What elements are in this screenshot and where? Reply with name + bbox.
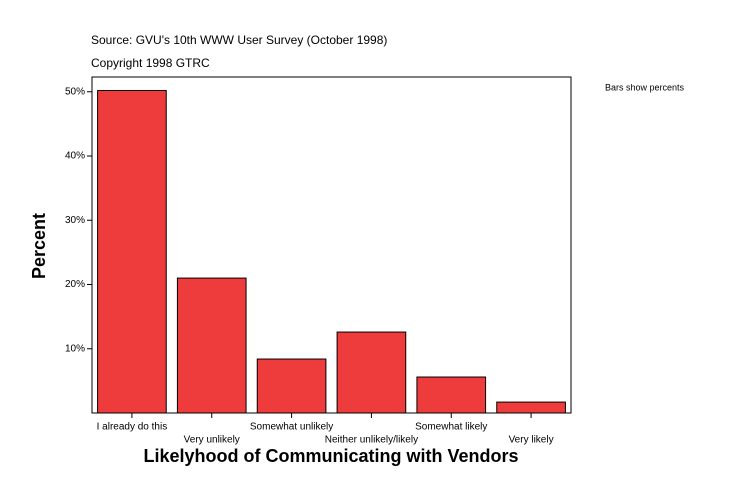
bar [97,89,167,414]
copyright: Copyright 1998 GTRC [91,56,210,70]
y-tick-label: 30% [65,215,85,226]
bar [336,331,407,414]
y-tick-label: 20% [65,279,85,290]
note: Bars show percents [605,82,685,92]
x-tick-label: Somewhat likely [415,422,487,433]
x-tick-label: Very likely [509,435,554,446]
source: Source: GVU's 10th WWW User Survey (Octo… [91,33,387,47]
bar [496,401,566,414]
bar [256,358,327,414]
x-axis-title: Likelyhood of Communicating with Vendors [143,446,518,466]
x-tick-label: I already do this [97,422,168,433]
x-tick-label: Very unlikely [184,435,240,446]
plot-area [91,76,572,414]
y-tick-label: 10% [65,343,85,354]
bar [416,376,487,414]
bar [176,277,247,414]
y-axis-title: Percent [29,213,49,279]
x-tick-label: Somewhat unlikely [250,422,333,433]
x-tick-label: Neither unlikely/likely [325,435,418,446]
y-tick-label: 40% [65,151,85,162]
y-tick-label: 50% [65,86,85,97]
